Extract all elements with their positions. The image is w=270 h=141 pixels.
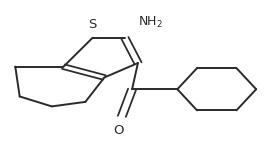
Text: S: S	[89, 18, 97, 31]
Text: O: O	[114, 125, 124, 137]
Text: NH$_2$: NH$_2$	[138, 15, 163, 30]
